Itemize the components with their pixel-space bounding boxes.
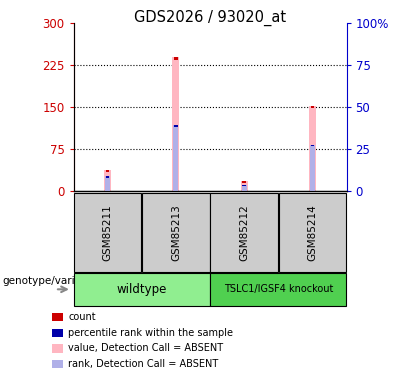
- Text: TSLC1/IGSF4 knockout: TSLC1/IGSF4 knockout: [223, 284, 333, 294]
- Text: genotype/variation: genotype/variation: [2, 276, 101, 286]
- Bar: [104, 170, 111, 191]
- Bar: [309, 106, 316, 191]
- Bar: [310, 145, 315, 191]
- Bar: [173, 125, 178, 191]
- Text: GSM85212: GSM85212: [239, 204, 249, 261]
- Bar: [174, 125, 178, 127]
- Bar: [311, 106, 314, 108]
- Text: value, Detection Call = ABSENT: value, Detection Call = ABSENT: [68, 344, 223, 353]
- Bar: [311, 145, 314, 146]
- Bar: [242, 181, 246, 183]
- Bar: [242, 184, 246, 186]
- Text: GSM85213: GSM85213: [171, 204, 181, 261]
- Bar: [106, 170, 109, 172]
- Text: wildtype: wildtype: [117, 283, 167, 296]
- Bar: [174, 57, 178, 60]
- Bar: [105, 176, 110, 191]
- Text: count: count: [68, 312, 96, 322]
- Bar: [242, 184, 247, 191]
- Bar: [173, 57, 179, 191]
- Bar: [106, 176, 109, 178]
- Text: GSM85214: GSM85214: [307, 204, 318, 261]
- Text: GSM85211: GSM85211: [102, 204, 113, 261]
- Text: percentile rank within the sample: percentile rank within the sample: [68, 328, 233, 338]
- Bar: [241, 181, 247, 191]
- Text: GDS2026 / 93020_at: GDS2026 / 93020_at: [134, 9, 286, 26]
- Text: rank, Detection Call = ABSENT: rank, Detection Call = ABSENT: [68, 359, 218, 369]
